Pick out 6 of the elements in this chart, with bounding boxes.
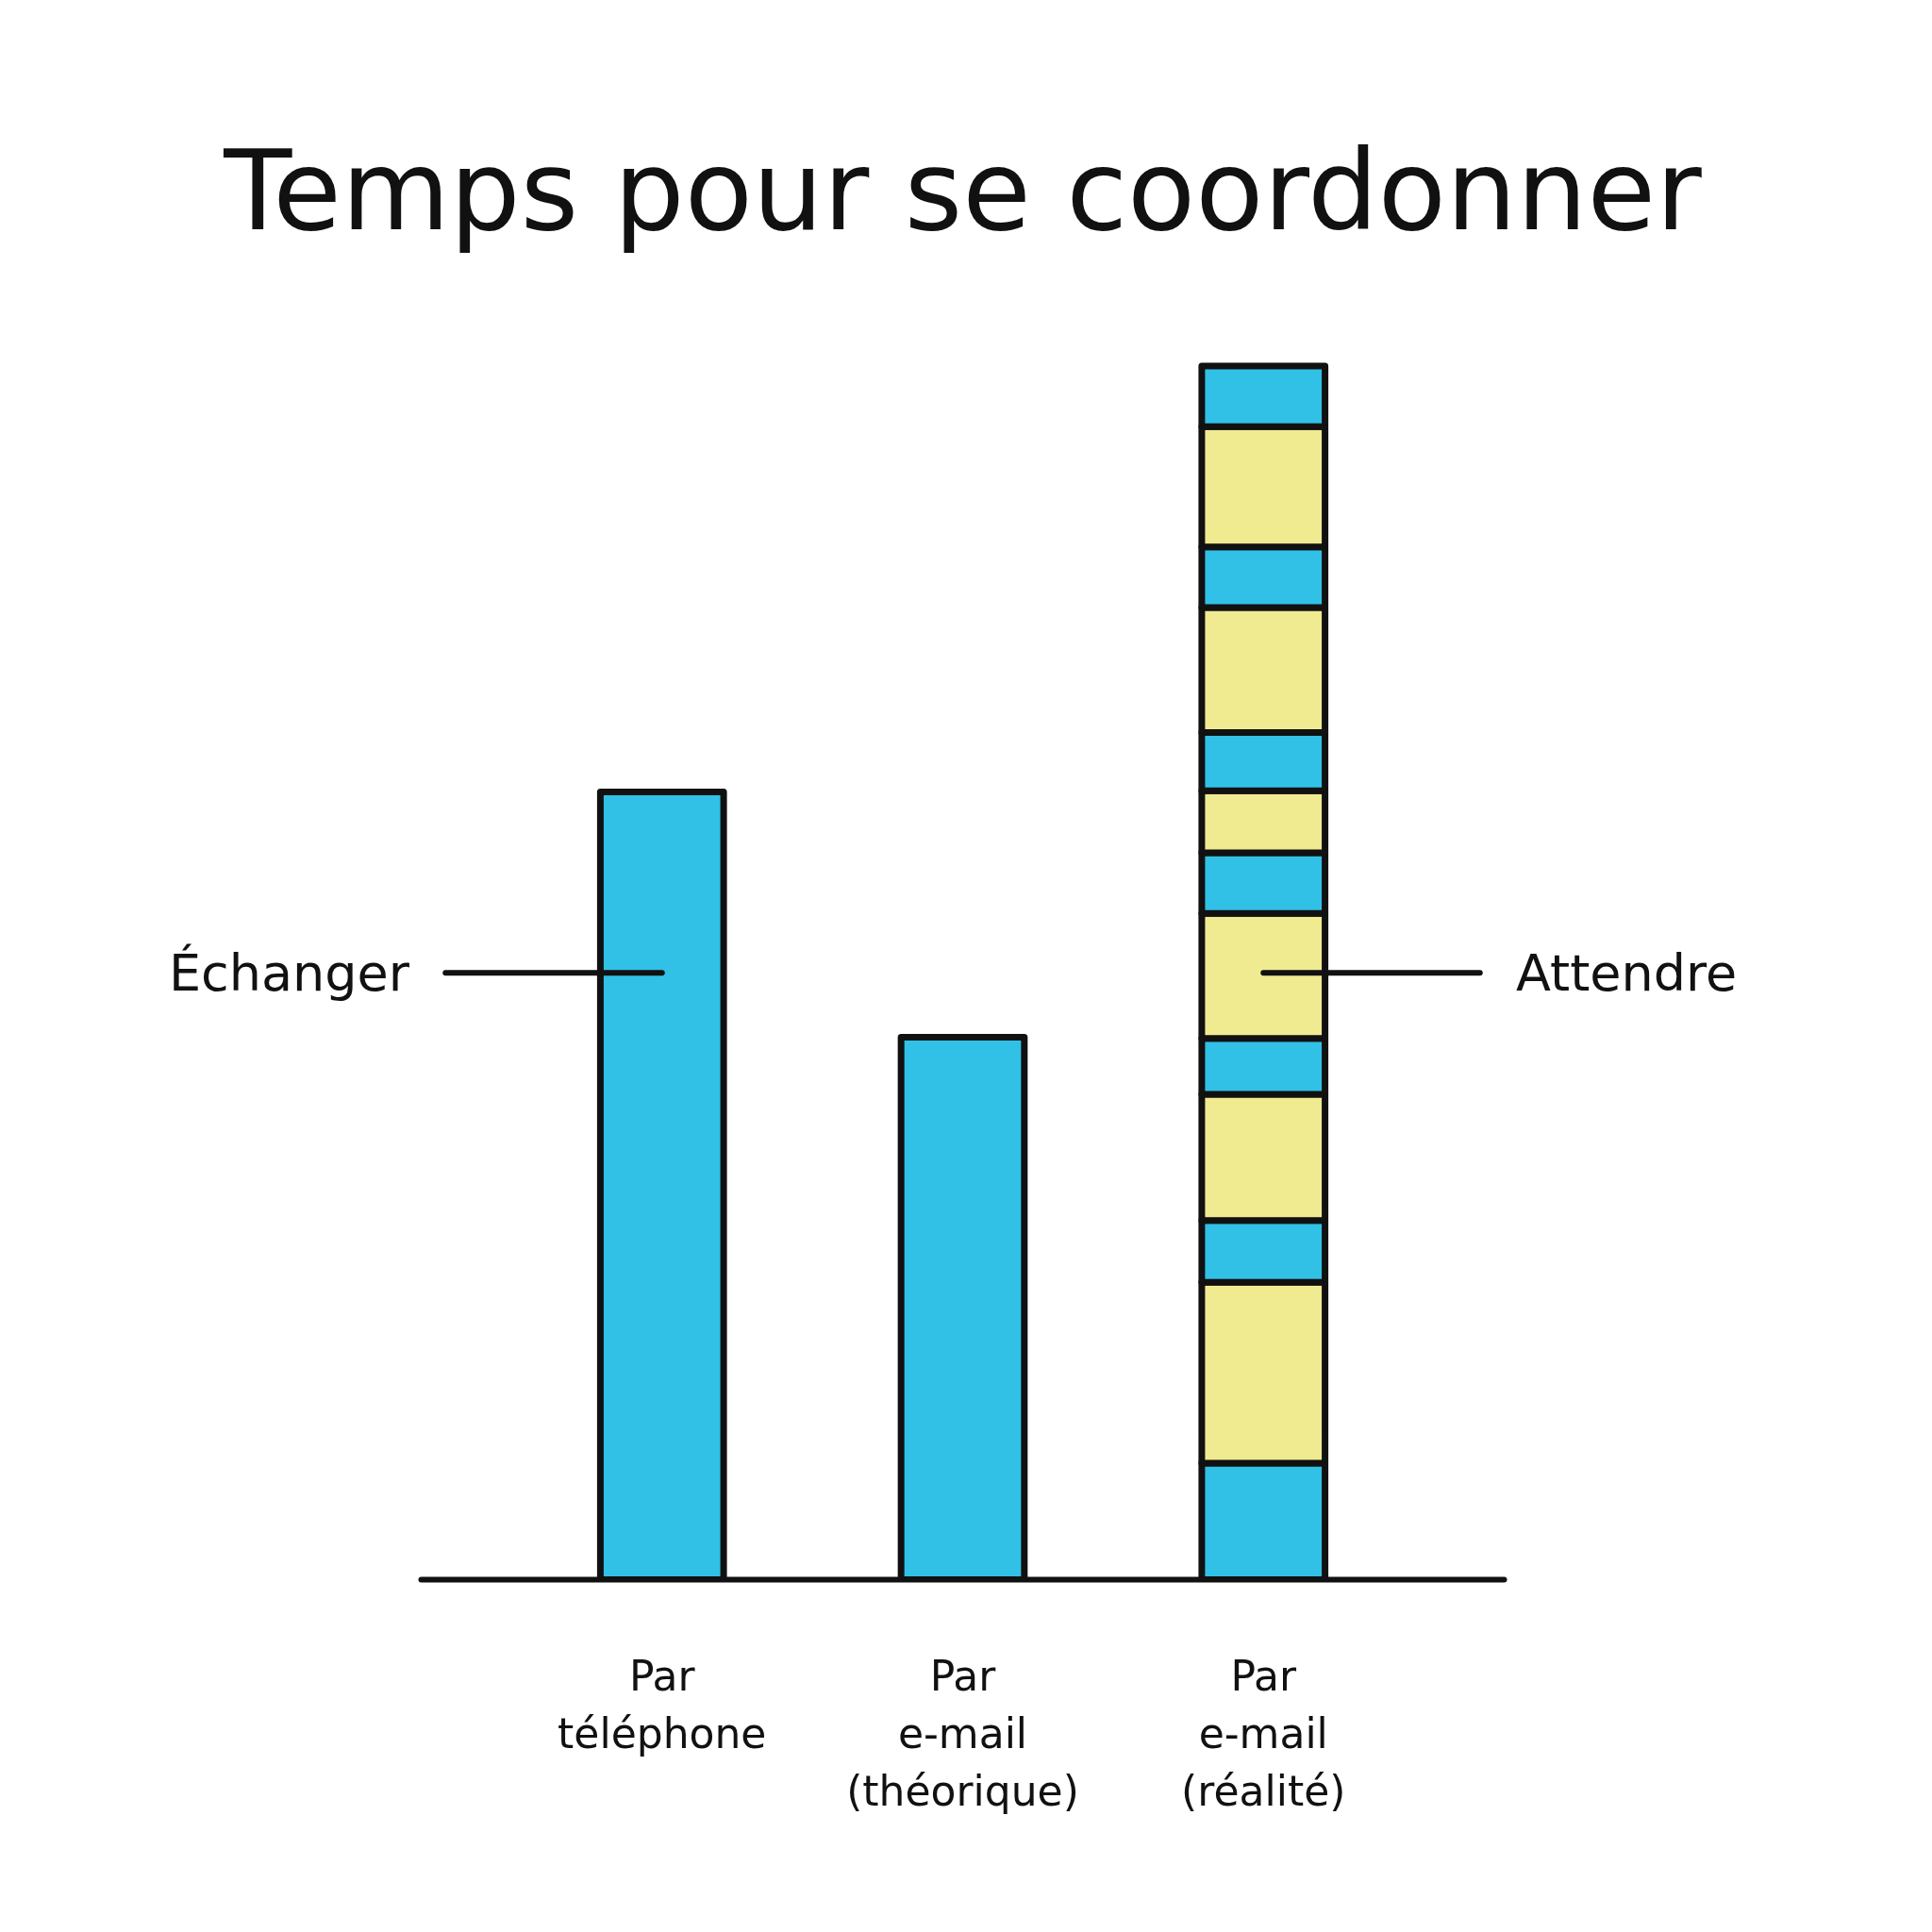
x-tick-label: Par e-mail (théorique) xyxy=(846,1651,1079,1815)
x-tick-label: Par e-mail (réalité) xyxy=(1181,1651,1346,1815)
chart-title: Temps pour se coordonner xyxy=(223,125,1703,256)
x-tick-label: Par téléphone xyxy=(558,1651,767,1757)
text: Échanger xyxy=(168,942,410,1003)
legend-label: Attendre xyxy=(1516,942,1738,1003)
